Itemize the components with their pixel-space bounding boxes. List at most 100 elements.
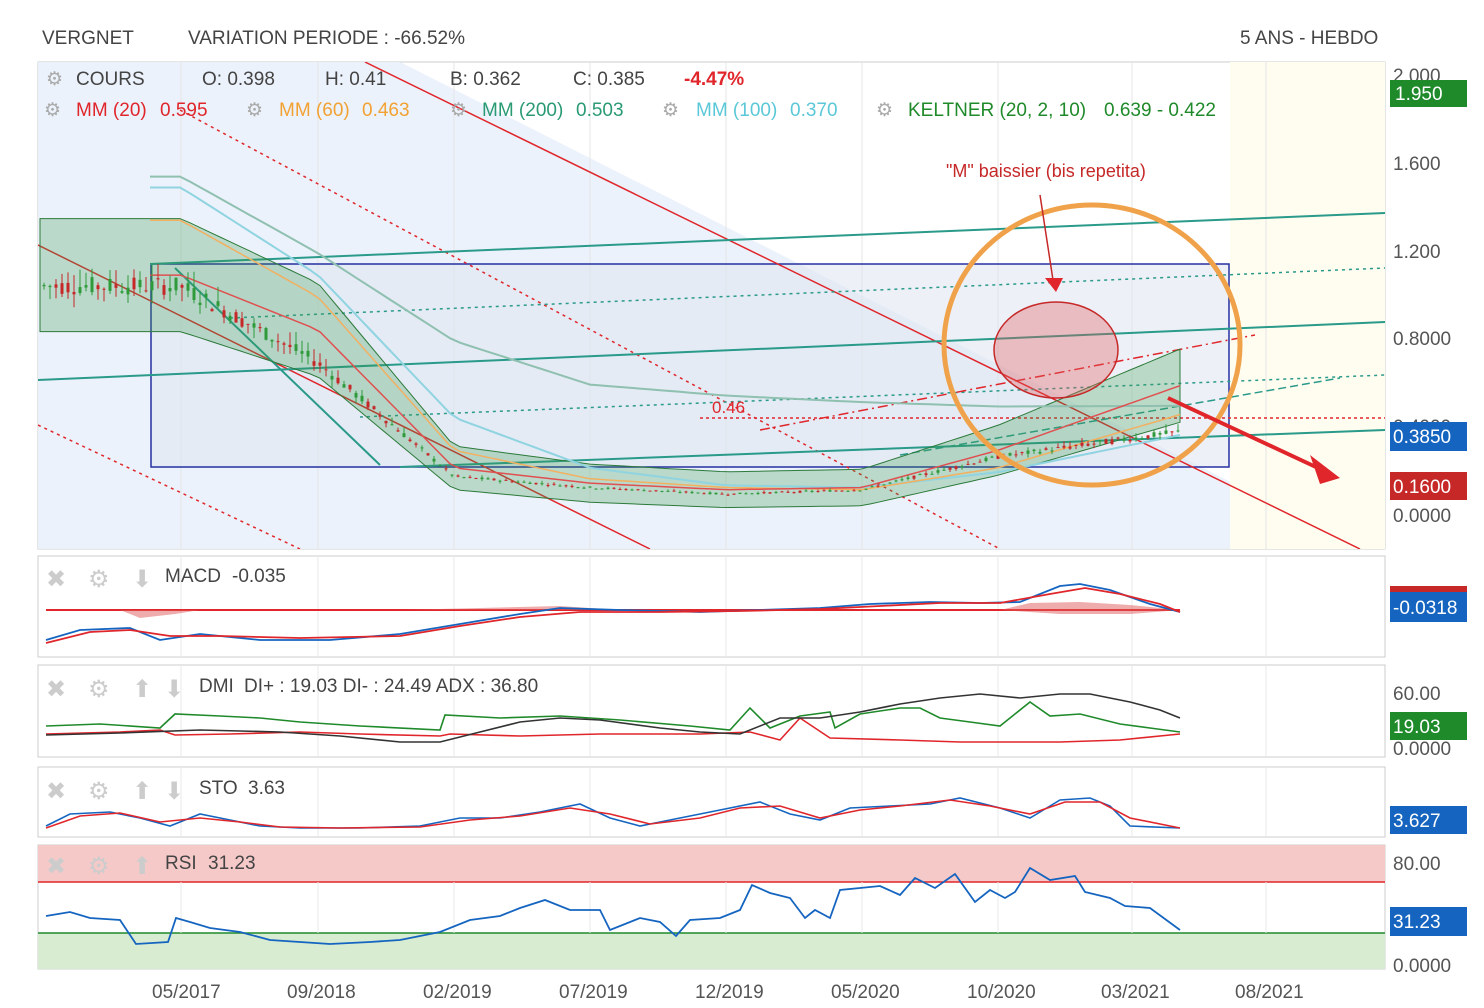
candle-body	[672, 490, 676, 492]
arrow-up-icon[interactable]: ⬆	[132, 777, 152, 805]
candle-body	[60, 283, 64, 294]
candle-body	[324, 369, 328, 371]
candle-body	[594, 488, 598, 490]
mm20-value: 0.595	[160, 100, 208, 121]
candle-body	[192, 288, 196, 301]
candle-body	[312, 361, 316, 366]
candle-body	[816, 491, 820, 493]
macd-signal-line	[45, 587, 1181, 644]
candle-body	[204, 293, 208, 298]
gear-icon[interactable]: ⚙	[88, 777, 110, 805]
close-icon[interactable]: ✖	[46, 777, 66, 805]
close-icon[interactable]: ✖	[46, 675, 66, 703]
candle-body	[900, 479, 904, 481]
candle-body	[96, 285, 100, 290]
candle-body	[1104, 439, 1108, 444]
mm60-value: 0.463	[362, 100, 410, 121]
rsi-panel: ✖ ⚙ ⬆ RSI 31.23 80.00 31.23 0.0000	[37, 844, 1467, 977]
candle-body	[732, 493, 736, 495]
candle-body	[228, 315, 232, 321]
symbol-label: VERGNET	[42, 28, 134, 49]
channel-dashed	[899, 377, 1341, 456]
macd-value: -0.035	[232, 566, 286, 587]
rsi-label: RSI	[165, 853, 197, 874]
macd-pill-value: -0.0318	[1393, 598, 1457, 619]
candle-body	[810, 490, 814, 492]
gear-icon[interactable]: ⚙	[88, 565, 110, 593]
arrow-down-icon[interactable]: ⬇	[164, 777, 184, 805]
mm20-gear-icon[interactable]: ⚙	[44, 100, 61, 121]
close-icon[interactable]: ✖	[46, 565, 66, 593]
price-pill-last: 0.3850	[1390, 422, 1467, 451]
candle-body	[942, 469, 946, 471]
candle-body	[522, 481, 526, 483]
candle-body	[654, 490, 658, 492]
candle-body	[240, 318, 244, 327]
sto-pill	[1390, 806, 1467, 834]
candle-body	[996, 454, 1000, 459]
candle-body	[906, 477, 910, 479]
candle-body	[912, 475, 916, 479]
candle-body	[864, 488, 868, 490]
candle-body	[222, 310, 226, 318]
candle-body	[390, 424, 394, 426]
candle-body	[78, 287, 82, 294]
candle-body	[114, 284, 118, 288]
candle-body	[102, 288, 106, 290]
variation-label: VARIATION PERIODE : -66.52%	[188, 28, 465, 49]
rsi-oversold-zone	[38, 933, 1385, 969]
candle-body	[690, 491, 694, 494]
candle-body	[798, 490, 802, 493]
candle-body	[960, 466, 964, 468]
annotation-arrowhead	[1045, 278, 1063, 292]
cours-label: COURS	[76, 69, 145, 90]
candle-body	[564, 485, 568, 487]
arrow-up-icon[interactable]: ⬆	[132, 852, 152, 880]
m-pattern-ellipse	[993, 301, 1119, 399]
candle-body	[876, 485, 880, 487]
candle-body	[150, 281, 154, 291]
candle-body	[552, 483, 556, 485]
candle-body	[804, 490, 808, 492]
keltner-gear-icon[interactable]: ⚙	[876, 100, 893, 121]
rsi-pill-value: 31.23	[1393, 912, 1441, 933]
mm100-gear-icon[interactable]: ⚙	[662, 100, 679, 121]
candle-body	[246, 323, 250, 325]
candle-body	[462, 477, 466, 479]
candle-body	[348, 384, 352, 390]
rsi-line	[45, 866, 1181, 945]
candle-body	[258, 327, 262, 329]
gear-icon[interactable]: ⚙	[46, 69, 63, 90]
arrow-up-icon[interactable]: ⬆	[132, 675, 152, 703]
arrow-down-icon[interactable]: ⬇	[132, 565, 152, 593]
candle-body	[678, 492, 682, 494]
candle-body	[702, 493, 706, 495]
candle-body	[618, 489, 622, 491]
candle-body	[696, 492, 700, 494]
candle-body	[90, 277, 94, 293]
candle-body	[84, 285, 88, 288]
mm60-gear-icon[interactable]: ⚙	[246, 100, 263, 121]
candle-body	[282, 343, 286, 345]
candle-body	[984, 457, 988, 461]
gear-icon[interactable]: ⚙	[88, 852, 110, 880]
close-icon[interactable]: ✖	[46, 852, 66, 880]
macd-label: MACD	[165, 566, 221, 587]
bearish-arrow-head	[1310, 455, 1340, 484]
mm100-label: MM (100)	[696, 100, 777, 121]
candle-body	[684, 491, 688, 493]
price-tick: 1.600	[1393, 154, 1441, 175]
candle-body	[1152, 432, 1156, 437]
candle-body	[966, 463, 970, 465]
gear-icon[interactable]: ⚙	[88, 675, 110, 703]
level-046-label: 0.46	[712, 398, 745, 417]
candle-body	[1056, 447, 1060, 449]
x-tick: 03/2021	[1101, 982, 1170, 1003]
period-selector[interactable]: 5 ANS - HEBDO	[1240, 28, 1379, 49]
arrow-down-icon[interactable]: ⬇	[164, 675, 184, 703]
sto-value: 3.63	[248, 778, 285, 799]
candle-body	[516, 481, 520, 483]
candle-body	[822, 490, 826, 492]
mm200-gear-icon[interactable]: ⚙	[450, 100, 467, 121]
